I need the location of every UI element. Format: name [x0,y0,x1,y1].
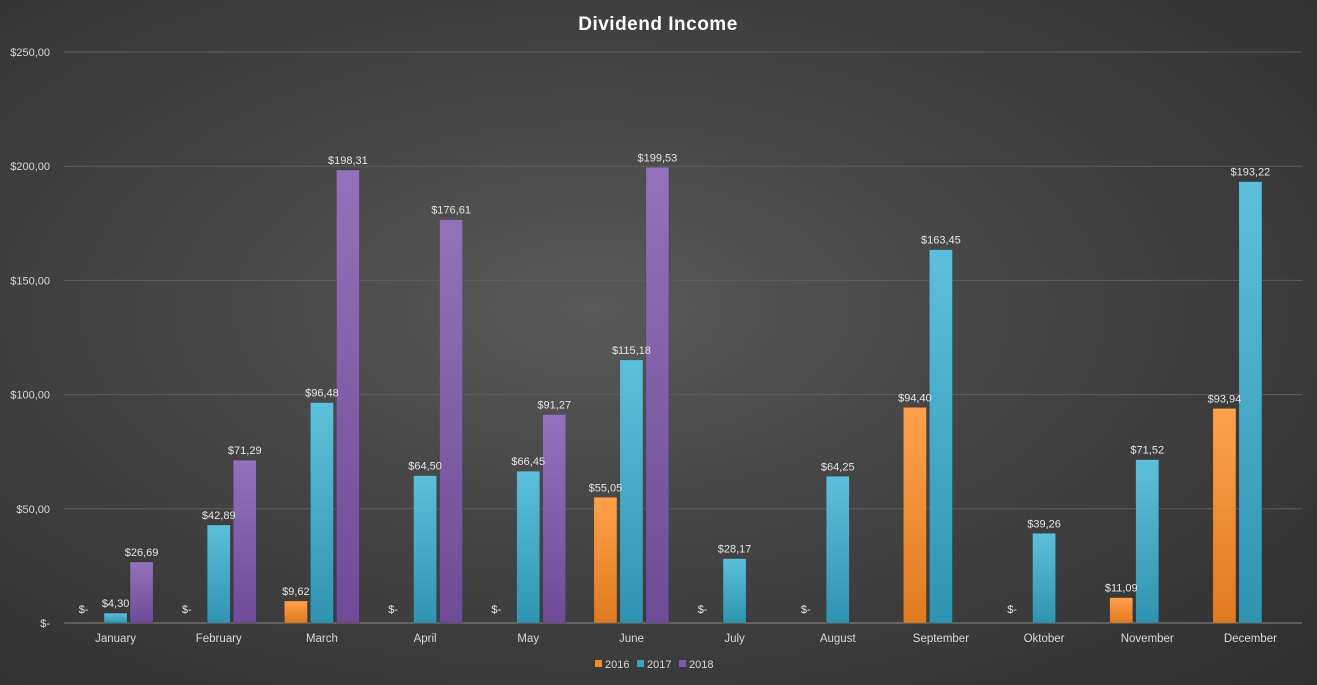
data-label: $- [698,604,708,616]
bar-2017-july [722,558,747,624]
legend-swatch-2016 [595,660,602,667]
data-label: $- [1007,604,1017,616]
bar-2017-september [929,249,953,624]
bar-2018-march [336,169,360,624]
bar-2017-april [413,475,437,624]
legend-swatch-2017 [637,660,644,667]
x-category-label: September [913,633,969,645]
x-category-label: Oktober [1024,633,1065,645]
x-category-label: December [1224,633,1277,645]
bar-2016-march [284,600,308,624]
legend-label: 2017 [647,659,671,671]
data-label: $26,69 [125,547,159,559]
data-label: $9,62 [282,586,310,598]
bar-2017-may [516,470,540,624]
gridlines [64,51,1302,624]
x-category-label: February [196,633,242,645]
data-label: $198,31 [328,155,368,167]
data-label: $115,18 [612,345,651,357]
legend: 2016 2017 2018 [595,659,713,671]
data-labels: $- $4,30 $26,69 $- $42,89 $71,29 $9,62 $96,48 $1… [79,152,1271,616]
bar-2018-june [645,167,670,624]
data-label: $64,25 [821,461,855,473]
data-label: $11,09 [1105,583,1138,595]
bar-2017-june [619,359,644,624]
bar-2017-oktober [1032,533,1056,624]
y-tick-label: $200,00 [10,161,50,173]
bar-2016-december [1212,408,1237,624]
x-category-label: November [1121,633,1174,645]
legend-label: 2018 [689,659,713,671]
x-category-label: March [306,633,338,645]
x-category-label: July [724,633,745,645]
data-label: $- [388,604,398,616]
data-label: $4,30 [102,598,130,610]
y-tick-label: $250,00 [10,47,50,59]
bar-2017-november [1135,459,1159,624]
bars [103,167,1263,624]
data-label: $163,45 [921,235,961,247]
bar-2017-march [310,402,334,624]
data-label: $42,89 [202,510,236,522]
bar-2017-december [1238,181,1263,624]
data-label: $193,22 [1231,167,1271,179]
data-label: $55,05 [589,482,623,494]
legend-label: 2016 [605,659,629,671]
x-category-label: June [619,633,644,645]
data-label: $93,94 [1208,393,1242,405]
data-label: $71,52 [1130,445,1164,457]
x-category-label: May [517,633,539,645]
data-label: $64,50 [408,461,442,473]
bar-2016-september [903,407,927,624]
data-label: $91,27 [537,400,571,412]
bar-2018-april [439,219,463,624]
data-label: $- [182,604,192,616]
y-tick-label: $100,00 [10,390,50,402]
bar-2016-june [593,497,618,624]
y-tick-label: $150,00 [10,275,50,287]
bar-2017-january [103,612,128,624]
data-label: $- [491,604,501,616]
bar-2017-august [826,476,850,624]
bar-2017-february [207,524,231,624]
data-label: $96,48 [305,388,339,400]
data-label: $- [79,604,89,616]
data-label: $94,40 [898,392,932,404]
bar-2016-november [1109,597,1133,624]
data-label: $- [801,604,811,616]
data-label: $66,45 [511,456,545,468]
bar-2018-february [233,459,257,624]
data-label: $39,26 [1027,518,1061,530]
x-category-label: April [414,633,437,645]
data-label: $71,29 [228,445,262,457]
legend-swatch-2018 [679,660,686,667]
x-category-label: August [820,633,857,645]
data-label: $28,17 [718,544,752,556]
data-label: $176,61 [431,205,471,217]
bar-2018-january [129,561,154,624]
y-axis-ticks: $- $50,00 $100,00 $150,00 $200,00 $250,00 [10,47,50,630]
y-tick-label: $50,00 [16,504,50,516]
chart-title: Dividend Income [578,14,738,35]
x-axis-categories: January February March April May June July Augu… [95,633,1277,645]
y-tick-label: $- [40,618,50,630]
bar-2018-may [542,414,566,624]
x-category-label: January [95,633,136,645]
data-label: $199,53 [638,152,678,164]
